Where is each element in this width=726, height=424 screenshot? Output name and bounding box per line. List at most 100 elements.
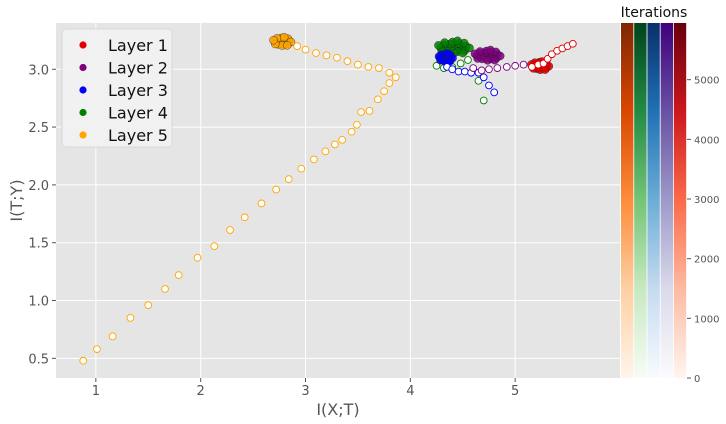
y-axis-label: I(T;Y) [7, 179, 26, 221]
cluster-point [282, 41, 292, 50]
x-tick-label: 3 [301, 384, 309, 399]
series-layer-2 [469, 45, 528, 75]
data-point [144, 301, 153, 309]
data-point [502, 63, 511, 71]
data-point [548, 50, 556, 59]
data-point [511, 61, 520, 70]
cluster-point [280, 32, 289, 42]
colorbar-blues [647, 23, 660, 378]
cluster-point [465, 43, 474, 53]
y-tick-label: 2.0 [28, 179, 49, 194]
cluster-point [490, 55, 499, 65]
data-point [493, 64, 502, 72]
data-point [454, 67, 463, 76]
y-tick-label: 0.5 [28, 352, 49, 367]
legend-label: Layer 3 [108, 81, 168, 100]
data-point [226, 226, 234, 234]
data-point [312, 49, 320, 57]
colorbar-tick-label: 3000 [694, 195, 719, 206]
colorbar-tick-label: 2000 [694, 255, 719, 266]
data-point [321, 147, 330, 156]
data-point [257, 199, 266, 208]
x-tick-label: 5 [511, 384, 519, 399]
series-layer-5 [79, 32, 400, 365]
data-point [391, 73, 400, 82]
data-point [385, 68, 394, 77]
data-point [108, 332, 117, 341]
cluster-point [458, 48, 467, 58]
legend-marker [79, 41, 87, 49]
colorbar-oranges [621, 23, 634, 378]
data-point [93, 345, 101, 353]
data-point [240, 213, 249, 222]
legend: Layer 1 Layer 2 Layer 3 Layer 4 Layer 5 [61, 28, 173, 148]
data-point [161, 285, 169, 293]
legend-box [61, 28, 173, 148]
cluster-point [470, 49, 480, 58]
data-point [448, 65, 457, 74]
data-point [297, 164, 306, 173]
data-point [375, 64, 383, 72]
data-point [365, 107, 374, 115]
colorbar-tick-label: 0 [694, 374, 700, 385]
data-point [568, 39, 577, 48]
data-point [272, 185, 280, 194]
data-point [519, 60, 528, 69]
legend-label: Layer 5 [108, 126, 168, 145]
cluster-point [434, 52, 444, 61]
data-point [485, 65, 493, 74]
data-point [293, 42, 301, 50]
data-point [490, 88, 499, 97]
legend-marker [79, 86, 87, 94]
data-point [479, 73, 488, 82]
colorbar-greens [634, 23, 647, 378]
data-point [469, 64, 478, 72]
data-point [479, 96, 488, 105]
points-group [79, 32, 577, 365]
data-point [474, 76, 483, 85]
x-tick-label: 2 [197, 384, 205, 399]
legend-label: Layer 4 [108, 104, 168, 123]
legend-marker [79, 63, 87, 72]
data-point [432, 61, 441, 70]
legend-label: Layer 1 [108, 36, 168, 55]
colorbar-tick-label: 1000 [694, 314, 719, 325]
legend-label: Layer 2 [108, 59, 168, 78]
colorbar-purples [660, 23, 673, 378]
cluster-point [269, 36, 278, 45]
data-point [79, 356, 88, 365]
data-point [310, 155, 318, 164]
data-point [380, 87, 388, 96]
legend-marker [79, 131, 87, 139]
cluster-point [483, 56, 492, 65]
data-point [364, 63, 373, 71]
colorbar-reds [673, 23, 687, 378]
cluster-point [486, 45, 495, 55]
data-point [343, 57, 352, 66]
y-tick-label: 1.5 [28, 237, 49, 252]
data-point [331, 140, 339, 149]
data-point [193, 253, 202, 262]
series-layer-4 [432, 36, 488, 105]
y-tick-label: 1.0 [28, 295, 49, 310]
y-tick-label: 3.0 [28, 63, 49, 78]
data-point [353, 120, 361, 129]
data-point [354, 60, 362, 69]
data-point [210, 242, 219, 251]
data-point [477, 66, 486, 75]
data-point [464, 56, 472, 64]
x-tick-label: 4 [406, 384, 414, 399]
data-point [357, 108, 365, 116]
colorbar-tick-label: 4000 [694, 135, 719, 146]
series-layer-1 [527, 39, 577, 74]
data-point [301, 45, 310, 54]
data-point [338, 135, 347, 144]
legend-marker [79, 108, 87, 117]
x-axis-label: I(X;T) [316, 400, 359, 419]
data-point [174, 271, 183, 279]
data-point [456, 59, 465, 68]
data-point [284, 175, 293, 183]
data-point [322, 51, 331, 60]
data-point [347, 127, 356, 136]
